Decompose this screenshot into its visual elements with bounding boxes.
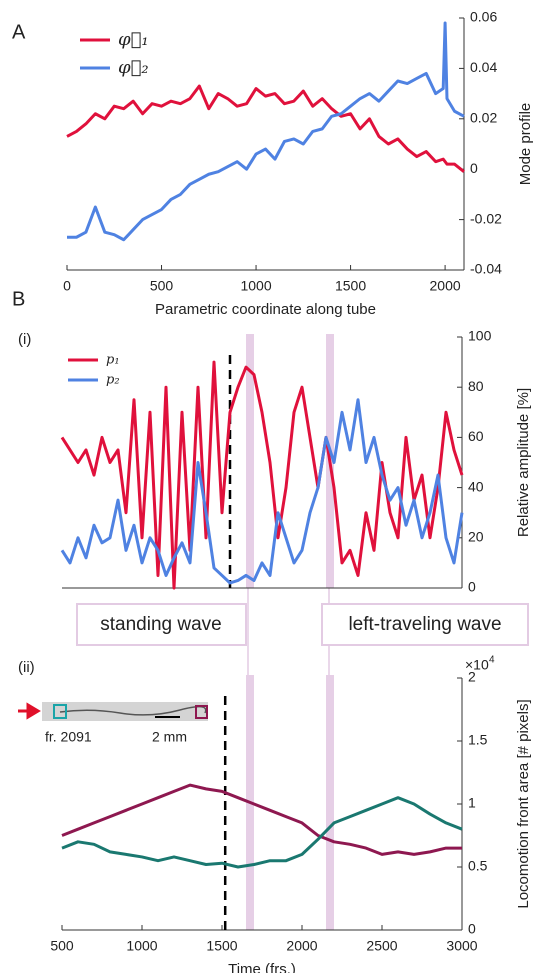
y-axis-label: Relative amplitude [%] (515, 388, 532, 537)
x-tick-label: 500 (150, 278, 174, 294)
annotation: standing wave (100, 614, 221, 635)
x-tick-label: 3000 (446, 938, 477, 954)
legend-label: φ⃗₁ (118, 29, 149, 50)
x-tick-label: 1000 (240, 278, 271, 294)
x-tick-label: 2000 (430, 278, 461, 294)
legend-label: p₁ (106, 353, 120, 368)
y-tick-label: 0 (470, 160, 478, 176)
x-tick-label: 2000 (286, 938, 317, 954)
series-line (66, 84, 465, 173)
series-line (61, 783, 462, 856)
y-multiplier-exp: 4 (489, 655, 495, 666)
x-tick-label: 1000 (126, 938, 157, 954)
y-tick-label: 2 (468, 669, 476, 685)
series-line (60, 398, 464, 585)
layout (18, 588, 529, 721)
x-axis-label: Parametric coordinate along tube (155, 301, 376, 318)
annotation-box (321, 603, 529, 646)
x-axis-label: Time (frs.) (228, 961, 296, 973)
panel-label: (i) (18, 331, 31, 348)
annotation-box (76, 603, 247, 646)
y-tick-label: 0.04 (470, 59, 497, 75)
y-tick-label: 40 (468, 478, 484, 494)
legend-label: p₂ (106, 373, 120, 388)
inset-label: fr. 2091 (45, 729, 92, 745)
x-tick-label: 500 (50, 938, 74, 954)
y-tick-label: -0.04 (470, 261, 502, 277)
y-tick-label: 1 (468, 795, 476, 811)
y-axis-label: Locomotion front area [# pixels] (515, 699, 532, 908)
y-tick-label: 60 (468, 428, 484, 444)
x-tick-label: 0 (63, 278, 71, 294)
y-multiplier: ×10 (465, 657, 489, 673)
x-tick-label: 2500 (366, 938, 397, 954)
legend-label: φ⃗₂ (118, 57, 149, 78)
y-tick-label: 0 (468, 921, 476, 937)
x-tick-label: 1500 (335, 278, 366, 294)
series-line (61, 796, 463, 869)
arrow (18, 702, 41, 720)
series-line (60, 360, 464, 590)
x-tick-label: 1500 (206, 938, 237, 954)
series-line (67, 21, 465, 242)
y-tick-label: 0.5 (468, 858, 488, 874)
band (246, 334, 254, 588)
y-tick-label: 0 (468, 579, 476, 595)
annotation: left-traveling wave (348, 614, 501, 635)
band (326, 675, 334, 930)
y-tick-label: -0.02 (470, 210, 502, 226)
inset-label: 2 mm (152, 729, 187, 745)
y-tick-label: 0.06 (470, 9, 497, 25)
y-tick-label: 80 (468, 378, 484, 394)
panel-label: A (12, 21, 26, 43)
inset-marker (195, 705, 208, 719)
inset-marker (53, 704, 67, 719)
panel-label: B (12, 288, 25, 310)
y-tick-label: 100 (468, 328, 492, 344)
y-axis-label: Mode profile (517, 103, 534, 186)
y-tick-label: 0.02 (470, 110, 497, 126)
y-tick-label: 1.5 (468, 732, 488, 748)
panel-label: (ii) (18, 659, 35, 676)
y-tick-label: 20 (468, 529, 484, 545)
